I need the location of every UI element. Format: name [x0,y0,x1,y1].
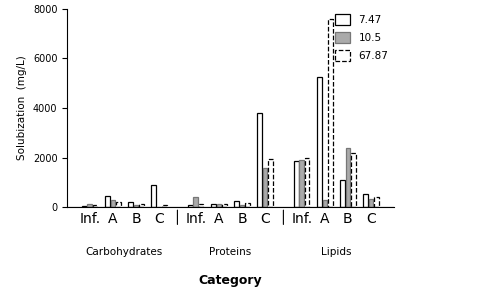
Bar [105,196,110,207]
Bar [257,113,262,207]
Y-axis label: Solubization  (mg/L): Solubization (mg/L) [17,56,27,160]
Bar [351,153,356,207]
Bar [234,201,239,207]
Bar [263,168,267,207]
Bar [328,18,333,207]
Bar [93,205,97,207]
Bar [82,206,87,207]
Bar [222,204,227,207]
Bar [268,159,273,207]
Bar [294,161,299,207]
Text: Lipids: Lipids [321,247,352,257]
Legend: 7.47, 10.5, 67.87: 7.47, 10.5, 67.87 [330,10,393,65]
Bar [305,158,310,207]
Bar [245,203,250,207]
Bar [317,77,322,207]
Bar [340,180,345,207]
Bar [240,205,244,207]
Bar [369,199,373,207]
Bar [374,198,379,207]
Bar [110,200,115,207]
Bar [199,204,204,207]
Bar [188,205,192,207]
Bar [162,205,167,207]
Text: Category: Category [199,274,262,287]
Bar [193,198,198,207]
Bar [216,204,221,207]
Bar [363,194,368,207]
Text: Carbohydrates: Carbohydrates [86,247,163,257]
Bar [116,202,120,207]
Bar [211,204,216,207]
Text: Proteins: Proteins [209,247,252,257]
Bar [323,200,327,207]
Bar [157,206,161,207]
Bar [128,202,133,207]
Bar [151,185,156,207]
Bar [300,160,304,207]
Bar [133,205,138,207]
Bar [87,204,92,207]
Bar [346,148,350,207]
Bar [139,204,144,207]
